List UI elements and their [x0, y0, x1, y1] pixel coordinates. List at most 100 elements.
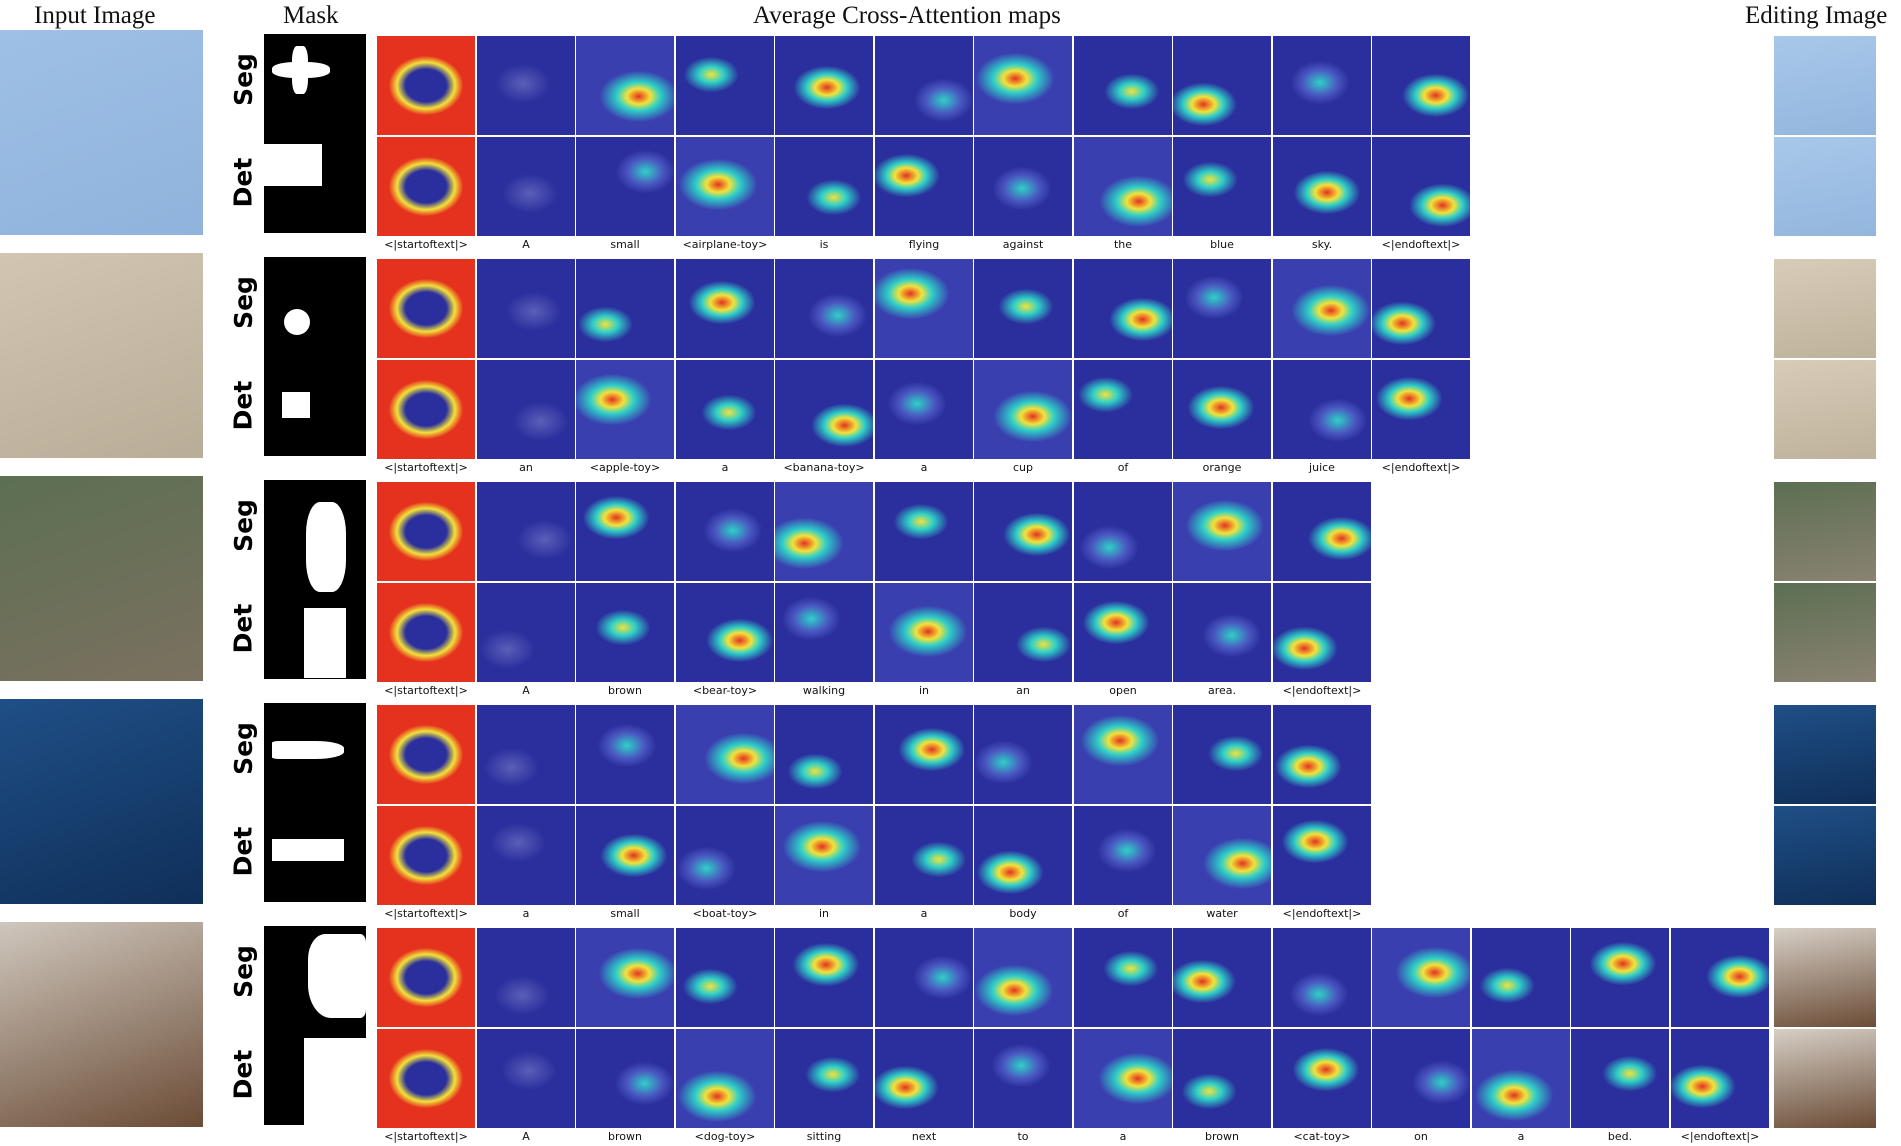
header-mask: Mask: [283, 2, 339, 29]
token-label: an: [1016, 684, 1030, 697]
token-label: <|startoftext|>: [384, 461, 468, 474]
attention-map-seg: [1372, 36, 1470, 135]
attention-map-det: [576, 583, 674, 682]
token-label: orange: [1202, 461, 1242, 474]
mask-label-text: Det: [228, 380, 258, 431]
header-editing-image: Editing Image: [1745, 2, 1888, 29]
token-label: body: [1009, 907, 1037, 920]
editing-image: [1774, 36, 1876, 135]
attention-map-det: [1372, 137, 1470, 236]
attention-map-det: [676, 806, 774, 905]
attention-map-seg: [1173, 36, 1271, 135]
attention-map-seg: [576, 36, 674, 135]
token-label: <boat-toy>: [692, 907, 758, 920]
mask-label-seg: Seg: [228, 30, 258, 129]
attention-map-det: [676, 583, 774, 682]
attention-map-seg: [377, 259, 475, 358]
attention-map-det: [377, 360, 475, 459]
token-label: A: [522, 684, 530, 697]
token-label: brown: [1205, 1130, 1239, 1143]
attention-map-seg: [1173, 705, 1271, 804]
attention-map-seg: [775, 928, 873, 1027]
attention-map-seg: [1173, 482, 1271, 581]
token-label: <|endoftext|>: [1282, 907, 1362, 920]
attention-map-det: [377, 806, 475, 905]
attention-map-seg: [377, 928, 475, 1027]
token-label: flying: [908, 238, 940, 251]
token-label: <bear-toy>: [692, 684, 758, 697]
mask-panel: [264, 480, 366, 679]
attention-map-seg: [676, 36, 774, 135]
editing-image: [1774, 137, 1876, 236]
attention-map-seg: [576, 705, 674, 804]
attention-map-det: [1372, 360, 1470, 459]
attention-map-seg: [875, 705, 973, 804]
attention-map-det: [477, 1029, 575, 1128]
token-label: to: [1017, 1130, 1029, 1143]
token-label: A: [522, 238, 530, 251]
token-label: small: [610, 907, 640, 920]
attention-map-seg: [377, 705, 475, 804]
mask-label-text: Det: [228, 157, 258, 208]
token-label: <banana-toy>: [783, 461, 865, 474]
attention-map-seg: [477, 705, 575, 804]
editing-image: [1774, 806, 1876, 905]
attention-map-det: [1173, 1029, 1271, 1128]
token-label: <|startoftext|>: [384, 238, 468, 251]
attention-map-seg: [1074, 705, 1172, 804]
attention-map-det: [974, 137, 1072, 236]
token-label: <|endoftext|>: [1381, 461, 1461, 474]
det-mask-box: [304, 1038, 366, 1125]
token-label: brown: [608, 684, 642, 697]
attention-map-det: [875, 360, 973, 459]
attention-map-det: [377, 583, 475, 682]
attention-map-seg: [875, 36, 973, 135]
attention-map-det: [1173, 360, 1271, 459]
attention-map-seg: [1074, 928, 1172, 1027]
editing-image: [1774, 928, 1876, 1027]
attention-map-det: [576, 137, 674, 236]
det-mask-box: [282, 392, 310, 418]
editing-image: [1774, 1029, 1876, 1128]
token-label: <cat-toy>: [1293, 1130, 1351, 1143]
attention-map-det: [974, 1029, 1072, 1128]
editing-image: [1774, 259, 1876, 358]
attention-map-seg: [875, 259, 973, 358]
attention-map-seg: [676, 259, 774, 358]
det-mask-box: [272, 839, 344, 861]
attention-map-seg: [1571, 928, 1669, 1027]
mask-label-text: Seg: [228, 53, 258, 106]
token-label: <|endoftext|>: [1381, 238, 1461, 251]
seg-mask-shape: [272, 741, 344, 759]
token-label: <|startoftext|>: [384, 1130, 468, 1143]
attention-map-seg: [1273, 705, 1371, 804]
mask-panel: [264, 34, 366, 233]
editing-image: [1774, 360, 1876, 459]
token-label: against: [1002, 238, 1044, 251]
attention-map-det: [477, 360, 575, 459]
attention-map-seg: [1273, 36, 1371, 135]
attention-map-seg: [576, 928, 674, 1027]
attention-map-det: [1074, 360, 1172, 459]
mask-panel: [264, 926, 366, 1125]
token-label: walking: [802, 684, 846, 697]
attention-map-det: [1074, 806, 1172, 905]
mask-label-text: Det: [228, 826, 258, 877]
attention-map-seg: [1671, 928, 1769, 1027]
attention-map-det: [875, 137, 973, 236]
attention-map-det: [775, 583, 873, 682]
attention-map-det: [1173, 137, 1271, 236]
token-label: on: [1414, 1130, 1428, 1143]
editing-image: [1774, 705, 1876, 804]
mask-label-det: Det: [228, 1025, 258, 1124]
attention-map-seg: [1074, 36, 1172, 135]
attention-map-det: [1372, 1029, 1470, 1128]
token-label: the: [1113, 238, 1133, 251]
attention-map-det: [1074, 137, 1172, 236]
attention-map-det: [377, 1029, 475, 1128]
token-label: <|endoftext|>: [1282, 684, 1362, 697]
token-label: a: [920, 461, 928, 474]
attention-map-seg: [974, 259, 1072, 358]
token-label: sitting: [806, 1130, 842, 1143]
